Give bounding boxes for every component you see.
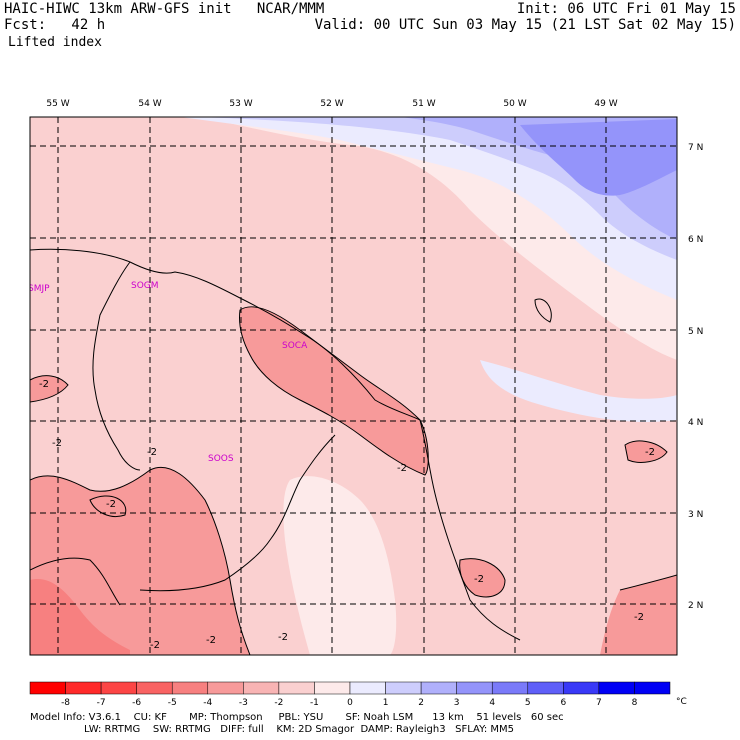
lat-label: 5 N: [688, 327, 703, 337]
forecast-hour: Fcst: 42 h: [4, 17, 106, 33]
contour-east: [624, 440, 668, 463]
border-french-guiana: [139, 434, 336, 592]
contour-label: -2: [634, 612, 644, 623]
station-label: SOOS: [208, 454, 234, 464]
field-name: Lifted index: [8, 35, 102, 50]
lon-label: 50 W: [503, 99, 526, 109]
minus-two-contours: [30, 298, 677, 655]
colorbar-tick-label: -6: [132, 698, 141, 708]
colorbar-swatch: [456, 681, 493, 695]
border-brazil: [30, 557, 121, 606]
field-unstable-patch: [459, 558, 505, 597]
colorbar-swatch: [171, 681, 209, 695]
lon-label: 51 W: [412, 99, 435, 109]
contour-label: -2: [474, 574, 484, 585]
colorbar-tick-label: -5: [168, 698, 177, 708]
colorbar-swatch: [65, 681, 102, 695]
field-unstable-east: [625, 440, 667, 463]
contour-label: -2: [39, 379, 49, 390]
colorbar-swatch: [136, 681, 173, 695]
graticule: [30, 117, 677, 655]
colorbar-swatch: [278, 681, 315, 695]
colorbar-swatch: [491, 681, 529, 695]
lifted-index-field: SMJP SOGM SOCA SOOS -2 -2 -2 -2 -2 -2 -2…: [28, 117, 677, 655]
colorbar-swatch: [207, 681, 244, 695]
field-stable-tongue: [480, 360, 677, 422]
colorbar: -8 -7 -6 -5 -4 -3 -2 -1 0 1 2 3 4 5 6 7 8: [29, 681, 671, 708]
model-info-line1: Model Info: V3.6.1 CU: KF MP: Thompson P…: [30, 712, 564, 723]
colorbar-tick-label: 8: [632, 698, 638, 708]
colorbar-swatch: [100, 681, 137, 695]
valid-time: Valid: 00 UTC Sun 03 May 15 (21 LST Sat …: [314, 17, 736, 33]
contour-label: -2: [52, 438, 62, 449]
colorbar-swatch: [598, 681, 635, 695]
lat-label: 6 N: [688, 235, 703, 245]
lon-label: 54 W: [138, 99, 161, 109]
colorbar-tick-label: 1: [383, 698, 389, 708]
lat-label: 2 N: [688, 601, 703, 611]
colorbar-swatch: [314, 681, 351, 695]
colorbar-tick-label: 3: [454, 698, 460, 708]
colorbar-swatch: [243, 681, 280, 695]
contour-southwest: [30, 466, 251, 655]
lat-label: 7 N: [688, 143, 703, 153]
colorbar-unit: °C: [676, 697, 687, 707]
field-unstable-deep: [30, 579, 130, 655]
lon-label: 49 W: [594, 99, 617, 109]
field-near-zero-interior: [283, 476, 397, 655]
colorbar-tick-label: 5: [525, 698, 531, 708]
field-unstable-southwest: [30, 467, 250, 655]
field-unstable-coastal: [239, 306, 429, 475]
colorbar-swatch: [527, 681, 564, 695]
lon-label: 52 W: [320, 99, 343, 109]
colorbar-tick-label: -2: [274, 698, 283, 708]
station-label: SOGM: [131, 281, 159, 291]
border-suriname-guyana: [92, 261, 141, 471]
colorbar-tick-label: -8: [61, 698, 70, 708]
model-info-line2: LW: RRTMG SW: RRTMG DIFF: full KM: 2D Sm…: [30, 724, 515, 735]
field-stable-max: [520, 119, 677, 196]
latitude-labels: 7 N 6 N 5 N 4 N 3 N 2 N: [688, 143, 703, 611]
lon-label: 55 W: [46, 99, 69, 109]
contour-label: -2: [206, 635, 216, 646]
colorbar-swatch: [349, 681, 386, 695]
colorbar-swatch: [634, 681, 671, 695]
lon-label: 53 W: [229, 99, 252, 109]
colorbar-tick-label: 2: [418, 698, 424, 708]
colorbar-tick-label: 6: [560, 698, 566, 708]
colorbar-swatch: [385, 681, 422, 695]
colorbar-tick-label: 7: [596, 698, 602, 708]
colorbar-tick-label: -4: [203, 698, 212, 708]
field-unstable-southeast: [600, 575, 677, 655]
model-title: HAIC-HIWC 13km ARW-GFS init NCAR/MMM: [4, 1, 325, 17]
contour-west: [30, 375, 69, 403]
map-frame: [29, 116, 678, 656]
colorbar-tick-label: 0: [347, 698, 353, 708]
contour-label: -2: [278, 632, 288, 643]
colorbar-swatch: [563, 681, 600, 695]
longitude-labels: 55 W 54 W 53 W 52 W 51 W 50 W 49 W: [46, 99, 617, 109]
station-label: SOCA: [282, 341, 308, 351]
contour-label: -2: [645, 447, 655, 458]
station-label: SMJP: [28, 284, 50, 294]
contour-small-east: [534, 298, 552, 323]
colorbar-swatch: [420, 681, 457, 695]
colorbar-tick-label: -1: [310, 698, 319, 708]
init-time: Init: 06 UTC Fri 01 May 15: [516, 1, 736, 17]
colorbar-tick-label: -7: [97, 698, 106, 708]
contour-small-west: [89, 495, 127, 517]
contour-label: -2: [147, 447, 157, 458]
contour-label: -2: [397, 463, 407, 474]
lat-label: 4 N: [688, 418, 703, 428]
contour-label: -2: [150, 640, 160, 651]
colorbar-tick-label: -3: [239, 698, 248, 708]
colorbar-swatch: [29, 681, 66, 695]
contour-label: -2: [106, 499, 116, 510]
contour-southeast: [619, 574, 677, 591]
lat-label: 3 N: [688, 510, 703, 520]
colorbar-tick-label: 4: [489, 698, 495, 708]
